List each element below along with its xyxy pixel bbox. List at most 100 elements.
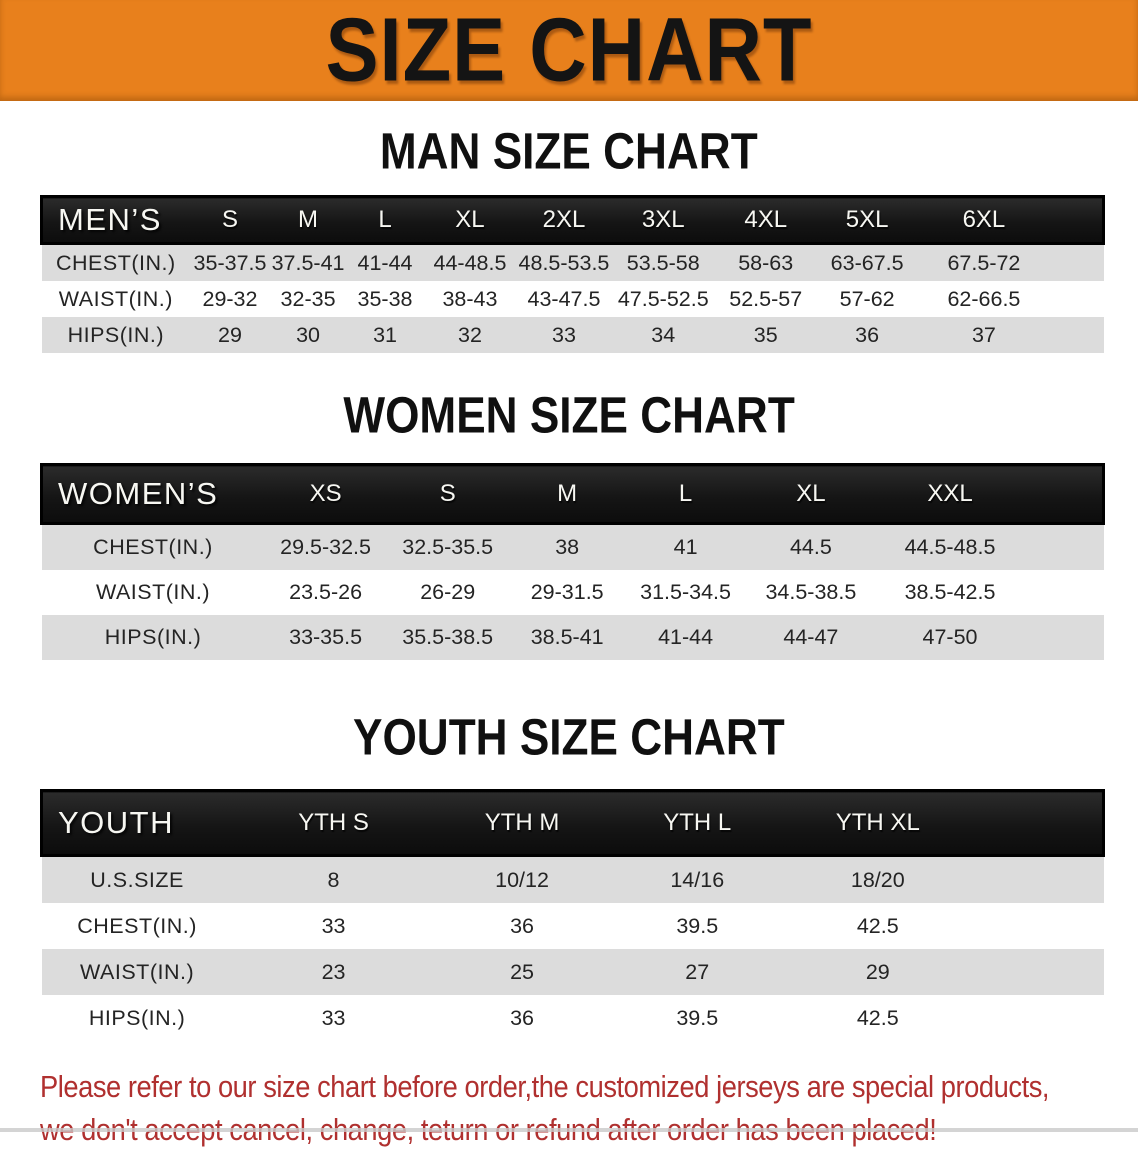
- data-cell: 44-48.5: [423, 243, 517, 281]
- data-cell: 38: [508, 523, 626, 570]
- size-header-cell: S: [190, 195, 270, 245]
- data-cell: 47-50: [876, 615, 1024, 660]
- order-policy-note-line-1: Please refer to our size chart before or…: [40, 1069, 1050, 1104]
- header-spacer-cell: [1023, 463, 1105, 525]
- data-cell: 10/12: [434, 855, 610, 903]
- data-cell: 8: [232, 855, 435, 903]
- size-header-cell: YTH XL: [784, 789, 971, 857]
- youth-section-heading-text: YOUTH SIZE CHART: [353, 708, 785, 766]
- data-cell: 38.5-42.5: [876, 570, 1024, 615]
- size-header-cell: S: [386, 463, 509, 525]
- row-spacer-cell: [1023, 615, 1104, 660]
- table-title-cell: YOUTH: [39, 789, 233, 857]
- data-cell: 38.5-41: [508, 615, 626, 660]
- data-cell: 41-44: [625, 615, 746, 660]
- table-row: CHEST(IN.) 29.5-32.5 32.5-35.5 38 41 44.5 44.5…: [41, 523, 1104, 570]
- youth-size-table: YOUTH YTH S YTH M YTH L YTH XL U.S.SIZE 8 10/12…: [39, 789, 1105, 1041]
- data-cell: 31.5-34.5: [625, 570, 746, 615]
- data-cell: 36: [816, 317, 918, 353]
- table-row: CHEST(IN.) 33 36 39.5 42.5: [41, 903, 1104, 949]
- table-row: HIPS(IN.) 29 30 31 32 33 34 35 36 37: [41, 317, 1104, 353]
- table-header-row: YOUTH YTH S YTH M YTH L YTH XL: [39, 789, 1105, 857]
- man-section-heading-text: MAN SIZE CHART: [380, 122, 758, 180]
- data-cell: 47.5-52.5: [611, 281, 715, 317]
- row-label-cell: HIPS(IN.): [41, 615, 265, 660]
- data-cell: 36: [434, 995, 610, 1041]
- data-cell: 23.5-26: [264, 570, 387, 615]
- data-cell: 41-44: [346, 243, 424, 281]
- data-cell: 33: [232, 903, 435, 949]
- data-cell: 30: [269, 317, 347, 353]
- data-cell: 53.5-58: [611, 243, 715, 281]
- row-label-cell: HIPS(IN.): [41, 317, 191, 353]
- data-cell: 29: [190, 317, 270, 353]
- data-cell: 44.5-48.5: [876, 523, 1024, 570]
- row-spacer-cell: [970, 949, 1104, 995]
- row-spacer-cell: [970, 903, 1104, 949]
- size-header-cell: XL: [423, 195, 517, 245]
- row-label-cell: WAIST(IN.): [41, 281, 191, 317]
- header-spacer-cell: [1050, 195, 1106, 245]
- row-spacer-cell: [1050, 281, 1104, 317]
- row-spacer-cell: [1023, 570, 1104, 615]
- data-cell: 26-29: [386, 570, 509, 615]
- table-row: WAIST(IN.) 23 25 27 29: [41, 949, 1104, 995]
- data-cell: 18/20: [784, 855, 971, 903]
- table-title-cell: WOMEN’S: [39, 463, 265, 525]
- size-header-cell: 5XL: [816, 195, 918, 245]
- size-header-cell: XXL: [876, 463, 1024, 525]
- data-cell: 32: [423, 317, 517, 353]
- data-cell: 33: [516, 317, 612, 353]
- data-cell: 43-47.5: [516, 281, 612, 317]
- row-spacer-cell: [1023, 523, 1104, 570]
- data-cell: 42.5: [784, 995, 971, 1041]
- men-size-table: MEN’S S M L XL 2XL 3XL 4XL 5XL 6XL CHEST(IN.) 35-37…: [40, 195, 1106, 353]
- data-cell: 32-35: [269, 281, 347, 317]
- data-cell: 29-32: [190, 281, 270, 317]
- data-cell: 29-31.5: [508, 570, 626, 615]
- data-cell: 44.5: [745, 523, 877, 570]
- row-spacer-cell: [970, 855, 1104, 903]
- data-cell: 62-66.5: [917, 281, 1051, 317]
- data-cell: 31: [346, 317, 424, 353]
- data-cell: 52.5-57: [714, 281, 817, 317]
- data-cell: 14/16: [609, 855, 785, 903]
- data-cell: 41: [625, 523, 746, 570]
- size-header-cell: 4XL: [714, 195, 817, 245]
- data-cell: 57-62: [816, 281, 918, 317]
- data-cell: 33-35.5: [264, 615, 387, 660]
- data-cell: 67.5-72: [917, 243, 1051, 281]
- data-cell: 23: [232, 949, 435, 995]
- women-section-heading-text: WOMEN SIZE CHART: [343, 386, 795, 444]
- data-cell: 33: [232, 995, 435, 1041]
- data-cell: 44-47: [745, 615, 877, 660]
- size-header-cell: L: [625, 463, 746, 525]
- table-header-row: MEN’S S M L XL 2XL 3XL 4XL 5XL 6XL: [40, 195, 1106, 245]
- women-section-heading: WOMEN SIZE CHART: [0, 386, 1138, 444]
- data-cell: 37.5-41: [269, 243, 347, 281]
- size-header-cell: XL: [745, 463, 877, 525]
- size-chart-banner: SIZE CHART: [0, 0, 1138, 101]
- banner-title: SIZE CHART: [325, 0, 813, 101]
- table-row: HIPS(IN.) 33-35.5 35.5-38.5 38.5-41 41-44 44-…: [41, 615, 1104, 660]
- table-row: WAIST(IN.) 29-32 32-35 35-38 38-43 43-47.5 47.…: [41, 281, 1104, 317]
- table-header-row: WOMEN’S XS S M L XL XXL: [39, 463, 1105, 525]
- data-cell: 42.5: [784, 903, 971, 949]
- size-header-cell: YTH M: [434, 789, 610, 857]
- size-header-cell: 6XL: [917, 195, 1051, 245]
- data-cell: 35-38: [346, 281, 424, 317]
- table-row: WAIST(IN.) 23.5-26 26-29 29-31.5 31.5-34.5 34…: [41, 570, 1104, 615]
- row-label-cell: CHEST(IN.): [41, 903, 233, 949]
- size-header-cell: L: [346, 195, 424, 245]
- row-label-cell: CHEST(IN.): [41, 523, 265, 570]
- table-row: CHEST(IN.) 35-37.5 37.5-41 41-44 44-48.5 48.5…: [41, 243, 1104, 281]
- data-cell: 36: [434, 903, 610, 949]
- row-spacer-cell: [970, 995, 1104, 1041]
- row-label-cell: CHEST(IN.): [41, 243, 191, 281]
- youth-section-heading: YOUTH SIZE CHART: [0, 708, 1138, 766]
- data-cell: 39.5: [609, 995, 785, 1041]
- data-cell: 34: [611, 317, 715, 353]
- header-spacer-cell: [970, 789, 1105, 857]
- data-cell: 58-63: [714, 243, 817, 281]
- size-header-cell: M: [508, 463, 626, 525]
